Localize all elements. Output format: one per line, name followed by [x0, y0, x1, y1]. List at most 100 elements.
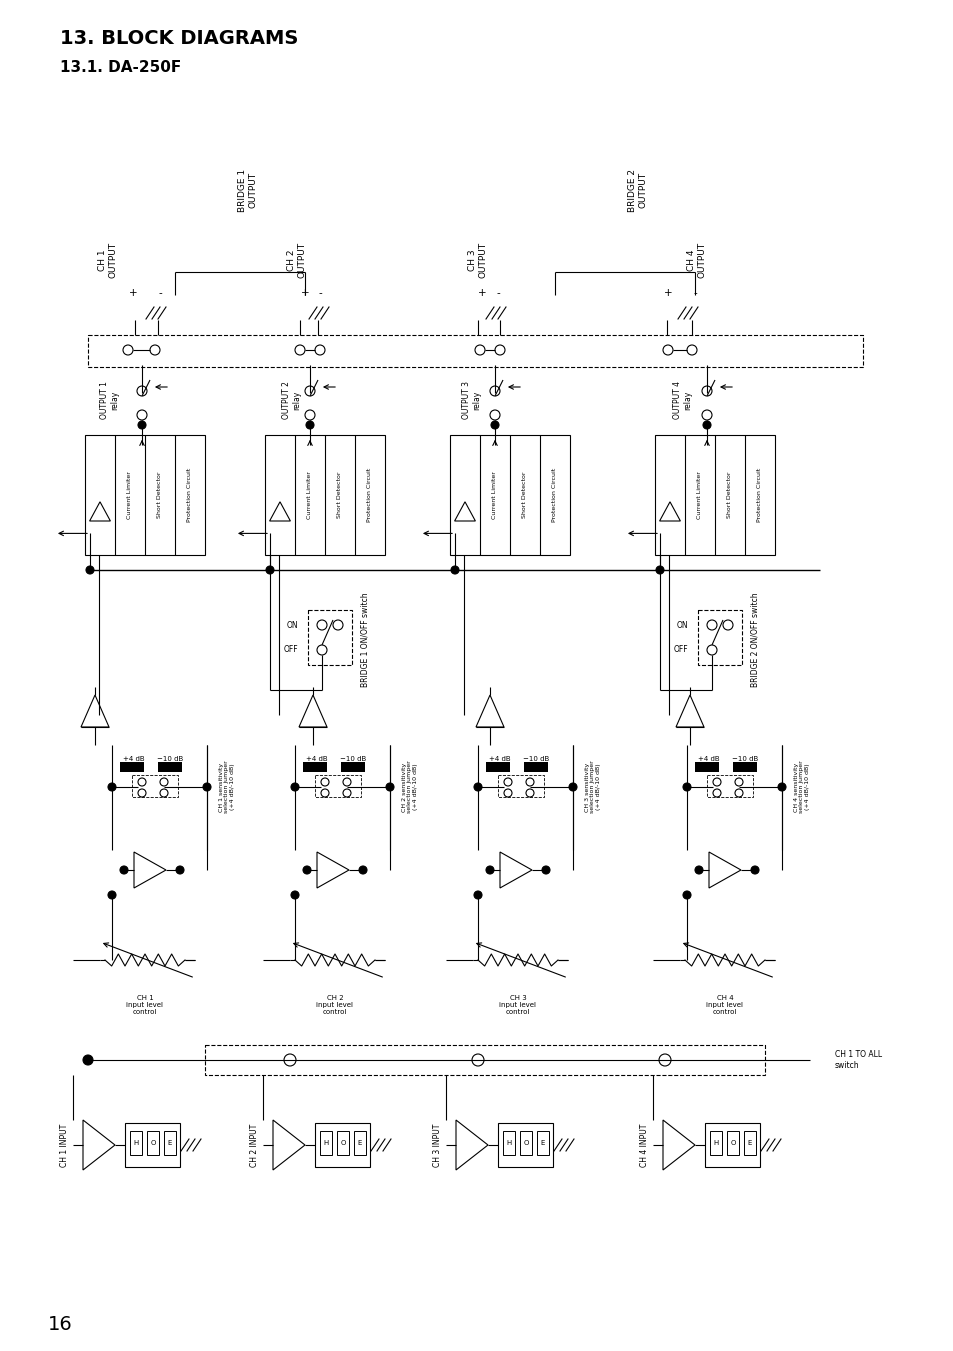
Bar	[450, 435, 569, 555]
Text: OFF: OFF	[283, 646, 297, 654]
Bar	[497, 775, 543, 797]
Circle shape	[568, 784, 577, 790]
Text: OUTPUT 1
relay: OUTPUT 1 relay	[100, 381, 119, 419]
Circle shape	[682, 892, 690, 898]
Circle shape	[291, 784, 298, 790]
Bar	[303, 762, 327, 771]
Circle shape	[291, 892, 298, 898]
Text: H: H	[506, 1140, 511, 1146]
Text: −10 dB: −10 dB	[339, 757, 366, 762]
Text: E: E	[357, 1140, 362, 1146]
Circle shape	[266, 566, 274, 574]
Text: CH 3
input level
control: CH 3 input level control	[499, 994, 536, 1015]
Circle shape	[175, 866, 184, 874]
Bar	[132, 775, 178, 797]
Bar	[85, 435, 205, 555]
Circle shape	[386, 784, 394, 790]
Circle shape	[702, 422, 710, 430]
Circle shape	[138, 422, 146, 430]
Text: CH 2 sensitivity
selection jumper
(+4 dB/-10 dB): CH 2 sensitivity selection jumper (+4 dB…	[401, 761, 417, 813]
Text: 13.1. DA-250F: 13.1. DA-250F	[60, 61, 181, 76]
Text: H: H	[133, 1140, 138, 1146]
Bar	[125, 1123, 180, 1167]
Text: +: +	[129, 288, 137, 299]
Text: Short Detector: Short Detector	[157, 471, 162, 519]
Text: CH 4
input level
control: CH 4 input level control	[706, 994, 742, 1015]
Bar	[319, 1131, 332, 1155]
Text: +4 dB: +4 dB	[698, 757, 720, 762]
Text: H: H	[713, 1140, 718, 1146]
Text: CH 3 sensitivity
selection jumper
(+4 dB/-10 dB): CH 3 sensitivity selection jumper (+4 dB…	[584, 761, 600, 813]
Circle shape	[474, 784, 481, 790]
Text: −10 dB: −10 dB	[522, 757, 549, 762]
Circle shape	[778, 784, 785, 790]
Bar	[336, 1131, 349, 1155]
Text: BRIDGE 1
OUTPUT: BRIDGE 1 OUTPUT	[238, 169, 257, 212]
Text: Current Limiter: Current Limiter	[697, 471, 701, 519]
Text: BRIDGE 1 ON/OFF switch: BRIDGE 1 ON/OFF switch	[360, 593, 369, 688]
Text: +: +	[300, 288, 309, 299]
Bar	[704, 1123, 760, 1167]
Text: Protection Circuit: Protection Circuit	[757, 467, 761, 521]
Text: Current Limiter: Current Limiter	[492, 471, 497, 519]
Text: CH 3 INPUT: CH 3 INPUT	[433, 1123, 442, 1167]
Text: OFF: OFF	[673, 646, 687, 654]
Text: -: -	[496, 288, 499, 299]
Circle shape	[750, 866, 759, 874]
Text: E: E	[540, 1140, 544, 1146]
Text: +4 dB: +4 dB	[489, 757, 510, 762]
Text: CH 2 INPUT: CH 2 INPUT	[251, 1124, 259, 1167]
Bar	[497, 1123, 553, 1167]
Bar	[523, 762, 547, 771]
Circle shape	[474, 892, 481, 898]
Text: O: O	[730, 1140, 735, 1146]
Text: +: +	[477, 288, 486, 299]
Text: Short Detector: Short Detector	[727, 471, 732, 519]
Text: ON: ON	[286, 620, 297, 630]
Bar	[164, 1131, 175, 1155]
Text: E: E	[747, 1140, 751, 1146]
Circle shape	[682, 784, 690, 790]
Circle shape	[451, 566, 458, 574]
Text: E: E	[168, 1140, 172, 1146]
Text: OUTPUT 3
relay: OUTPUT 3 relay	[462, 381, 481, 419]
Circle shape	[485, 866, 494, 874]
Text: 16: 16	[48, 1316, 72, 1335]
Text: CH 4 INPUT: CH 4 INPUT	[639, 1123, 649, 1167]
Circle shape	[541, 866, 550, 874]
Bar	[502, 1131, 515, 1155]
Text: ON: ON	[676, 620, 687, 630]
Text: +4 dB: +4 dB	[123, 757, 145, 762]
Circle shape	[120, 866, 128, 874]
Text: CH 4
OUTPUT: CH 4 OUTPUT	[686, 242, 706, 278]
Text: +: +	[663, 288, 672, 299]
Text: CH 4 sensitivity
selection jumper
(+4 dB/-10 dB): CH 4 sensitivity selection jumper (+4 dB…	[793, 761, 809, 813]
Bar	[88, 335, 862, 367]
Text: CH 2
input level
control: CH 2 input level control	[316, 994, 354, 1015]
Circle shape	[108, 784, 116, 790]
Bar	[147, 1131, 159, 1155]
Text: Short Detector: Short Detector	[337, 471, 342, 519]
Bar	[655, 435, 774, 555]
Text: −10 dB: −10 dB	[156, 757, 183, 762]
Bar	[314, 775, 360, 797]
Bar	[485, 762, 510, 771]
Bar	[205, 1046, 764, 1075]
Circle shape	[656, 566, 663, 574]
Circle shape	[306, 422, 314, 430]
Bar	[709, 1131, 721, 1155]
Text: +4 dB: +4 dB	[306, 757, 328, 762]
Bar	[354, 1131, 366, 1155]
Circle shape	[83, 1055, 92, 1065]
Bar	[706, 775, 752, 797]
Text: O: O	[340, 1140, 345, 1146]
Text: CH 1
input level
control: CH 1 input level control	[127, 994, 163, 1015]
Bar	[537, 1131, 548, 1155]
Text: BRIDGE 2 ON/OFF switch: BRIDGE 2 ON/OFF switch	[750, 593, 759, 688]
Text: OUTPUT 2
relay: OUTPUT 2 relay	[282, 381, 301, 419]
Text: OUTPUT 4
relay: OUTPUT 4 relay	[673, 381, 692, 419]
Circle shape	[108, 892, 116, 898]
Bar	[265, 435, 385, 555]
Text: Current Limiter: Current Limiter	[307, 471, 313, 519]
Bar	[732, 762, 757, 771]
